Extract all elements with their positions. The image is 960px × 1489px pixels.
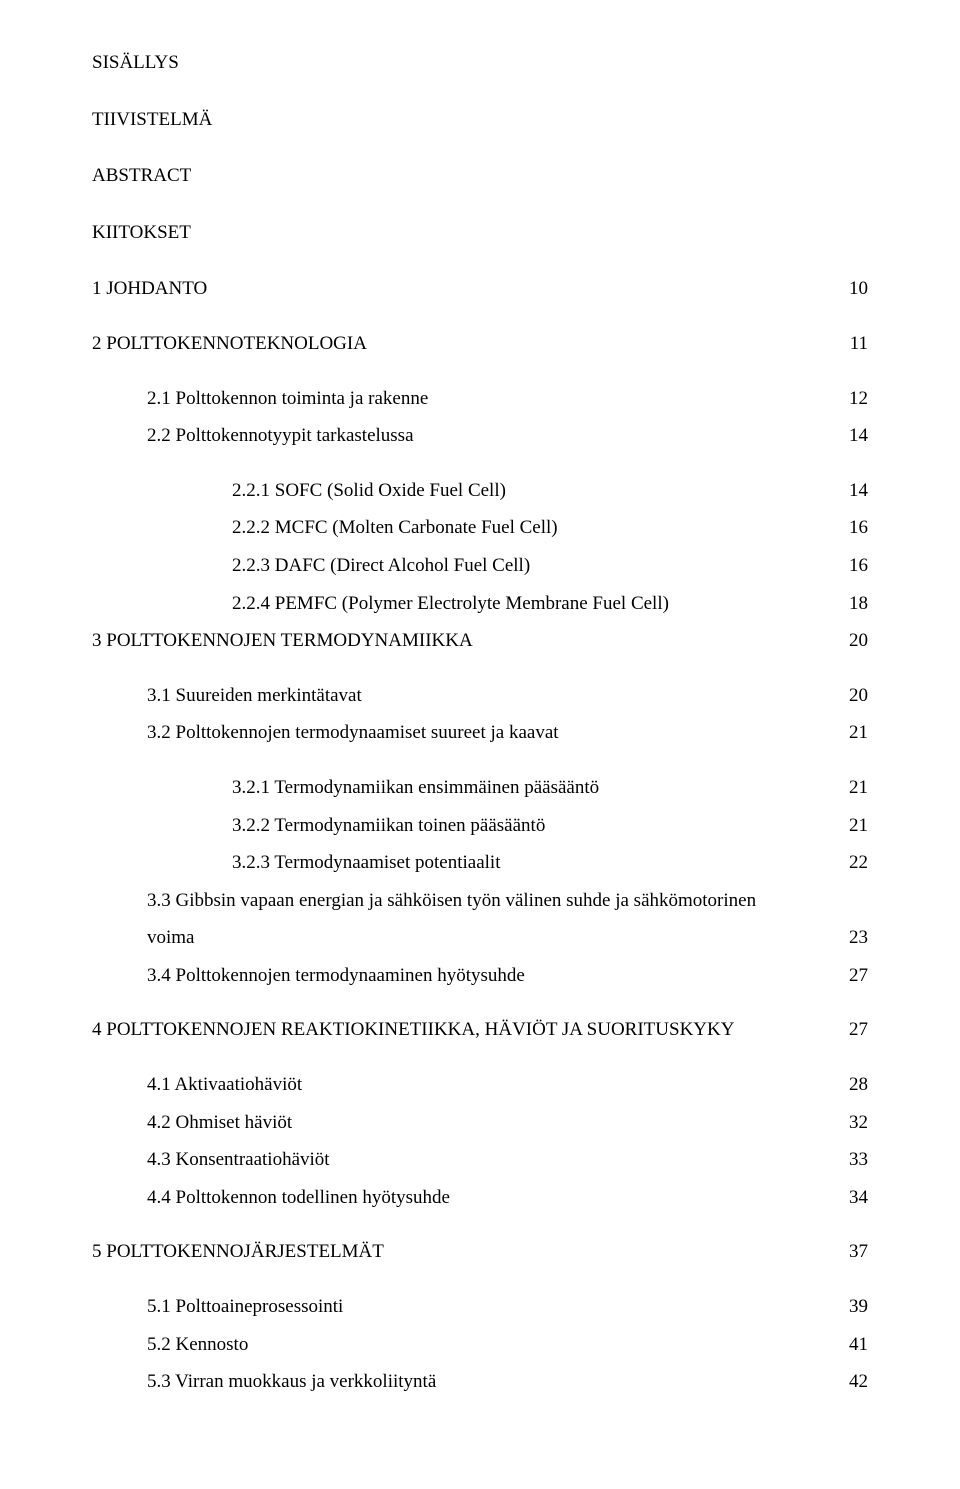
- heading-tiivistelma: TIIVISTELMÄ: [92, 107, 868, 134]
- toc-row: 2 POLTTOKENNOTEKNOLOGIA11: [92, 331, 868, 358]
- toc-row: 2.2.4 PEMFC (Polymer Electrolyte Membran…: [92, 591, 868, 618]
- toc-label: 1 JOHDANTO: [92, 276, 840, 303]
- toc-label: 2.2 Polttokennotyypit tarkastelussa: [147, 423, 840, 450]
- toc-page-number: 34: [840, 1185, 868, 1212]
- toc-row: 3.4 Polttokennojen termodynaaminen hyöty…: [92, 963, 868, 990]
- heading-abstract: ABSTRACT: [92, 163, 868, 190]
- toc-label: 2.1 Polttokennon toiminta ja rakenne: [147, 386, 840, 413]
- toc-label: 3.2.3 Termodynaamiset potentiaalit: [232, 850, 840, 877]
- toc-label: 2.2.1 SOFC (Solid Oxide Fuel Cell): [232, 478, 840, 505]
- toc-row: 3.2.3 Termodynaamiset potentiaalit22: [92, 850, 868, 877]
- toc-page-number: 10: [840, 276, 868, 303]
- toc-page-number: 18: [840, 591, 868, 618]
- heading-sisallys: SISÄLLYS: [92, 50, 868, 77]
- toc-page-number: 28: [840, 1072, 868, 1099]
- toc-label: 5.3 Virran muokkaus ja verkkoliityntä: [147, 1369, 840, 1396]
- toc-row: 2.2.1 SOFC (Solid Oxide Fuel Cell)14: [92, 478, 868, 505]
- toc-page-number: 27: [840, 1017, 868, 1044]
- toc-page-number: 23: [840, 925, 868, 952]
- toc-label: 2.2.2 MCFC (Molten Carbonate Fuel Cell): [232, 515, 840, 542]
- toc-row: 5.2 Kennosto41: [92, 1332, 868, 1359]
- toc-label: 4.4 Polttokennon todellinen hyötysuhde: [147, 1185, 840, 1212]
- toc-page-number: 14: [840, 478, 868, 505]
- toc-label: 4.2 Ohmiset häviöt: [147, 1110, 840, 1137]
- toc-row: 3.2.1 Termodynamiikan ensimmäinen pääsää…: [92, 775, 868, 802]
- toc-row: 2.2 Polttokennotyypit tarkastelussa14: [92, 423, 868, 450]
- toc-page-number: 12: [840, 386, 868, 413]
- toc-row: voima23: [92, 925, 868, 952]
- toc-page-number: 14: [840, 423, 868, 450]
- toc-label: 3.2 Polttokennojen termodynaamiset suure…: [147, 720, 840, 747]
- document-page: SISÄLLYS TIIVISTELMÄ ABSTRACT KIITOKSET …: [0, 0, 960, 1489]
- toc-row: 3 POLTTOKENNOJEN TERMODYNAMIIKKA20: [92, 628, 868, 655]
- toc-label: 4.1 Aktivaatiohäviöt: [147, 1072, 840, 1099]
- toc-page-number: 20: [840, 683, 868, 710]
- toc-label: 3.2.1 Termodynamiikan ensimmäinen pääsää…: [232, 775, 840, 802]
- toc-label: 4 POLTTOKENNOJEN REAKTIOKINETIIKKA, HÄVI…: [92, 1017, 840, 1044]
- toc-page-number: 27: [840, 963, 868, 990]
- table-of-contents: 1 JOHDANTO10 2 POLTTOKENNOTEKNOLOGIA11 2.1…: [92, 276, 868, 1395]
- toc-page-number: 22: [840, 850, 868, 877]
- toc-row: 4.4 Polttokennon todellinen hyötysuhde34: [92, 1185, 868, 1212]
- toc-row: 5.3 Virran muokkaus ja verkkoliityntä42: [92, 1369, 868, 1396]
- toc-page-number: 21: [840, 813, 868, 840]
- toc-row: 3.3 Gibbsin vapaan energian ja sähköisen…: [92, 888, 868, 915]
- toc-label: 5 POLTTOKENNOJÄRJESTELMÄT: [92, 1239, 840, 1266]
- toc-row: 4.1 Aktivaatiohäviöt28: [92, 1072, 868, 1099]
- toc-page-number: 42: [840, 1369, 868, 1396]
- toc-page-number: 21: [840, 775, 868, 802]
- toc-label: 4.3 Konsentraatiohäviöt: [147, 1147, 840, 1174]
- toc-label: 2 POLTTOKENNOTEKNOLOGIA: [92, 331, 840, 358]
- toc-page-number: 11: [840, 331, 868, 358]
- toc-label: 3 POLTTOKENNOJEN TERMODYNAMIIKKA: [92, 628, 840, 655]
- toc-page-number: 32: [840, 1110, 868, 1137]
- toc-label: 3.2.2 Termodynamiikan toinen pääsääntö: [232, 813, 840, 840]
- toc-row: 5 POLTTOKENNOJÄRJESTELMÄT37: [92, 1239, 868, 1266]
- heading-kiitokset: KIITOKSET: [92, 220, 868, 247]
- toc-page-number: 33: [840, 1147, 868, 1174]
- toc-row: 5.1 Polttoaineprosessointi39: [92, 1294, 868, 1321]
- toc-label: 2.2.4 PEMFC (Polymer Electrolyte Membran…: [232, 591, 840, 618]
- toc-label: 3.3 Gibbsin vapaan energian ja sähköisen…: [147, 888, 840, 915]
- toc-label: 5.2 Kennosto: [147, 1332, 840, 1359]
- toc-row: 2.2.2 MCFC (Molten Carbonate Fuel Cell)1…: [92, 515, 868, 542]
- toc-label: 3.4 Polttokennojen termodynaaminen hyöty…: [147, 963, 840, 990]
- toc-label: 3.1 Suureiden merkintätavat: [147, 683, 840, 710]
- toc-label: 2.2.3 DAFC (Direct Alcohol Fuel Cell): [232, 553, 840, 580]
- toc-page-number: 16: [840, 553, 868, 580]
- toc-row: 3.2.2 Termodynamiikan toinen pääsääntö21: [92, 813, 868, 840]
- toc-page-number: 41: [840, 1332, 868, 1359]
- toc-row: 4.3 Konsentraatiohäviöt33: [92, 1147, 868, 1174]
- toc-page-number: 16: [840, 515, 868, 542]
- toc-row: 4.2 Ohmiset häviöt32: [92, 1110, 868, 1137]
- toc-row: 1 JOHDANTO10: [92, 276, 868, 303]
- toc-row: 3.1 Suureiden merkintätavat20: [92, 683, 868, 710]
- toc-page-number: 21: [840, 720, 868, 747]
- toc-page-number: 20: [840, 628, 868, 655]
- toc-label: 5.1 Polttoaineprosessointi: [147, 1294, 840, 1321]
- toc-row: 2.2.3 DAFC (Direct Alcohol Fuel Cell)16: [92, 553, 868, 580]
- toc-row: 4 POLTTOKENNOJEN REAKTIOKINETIIKKA, HÄVI…: [92, 1017, 868, 1044]
- toc-page-number: 39: [840, 1294, 868, 1321]
- toc-page-number: 37: [840, 1239, 868, 1266]
- toc-label: voima: [147, 925, 840, 952]
- toc-row: 3.2 Polttokennojen termodynaamiset suure…: [92, 720, 868, 747]
- toc-row: 2.1 Polttokennon toiminta ja rakenne12: [92, 386, 868, 413]
